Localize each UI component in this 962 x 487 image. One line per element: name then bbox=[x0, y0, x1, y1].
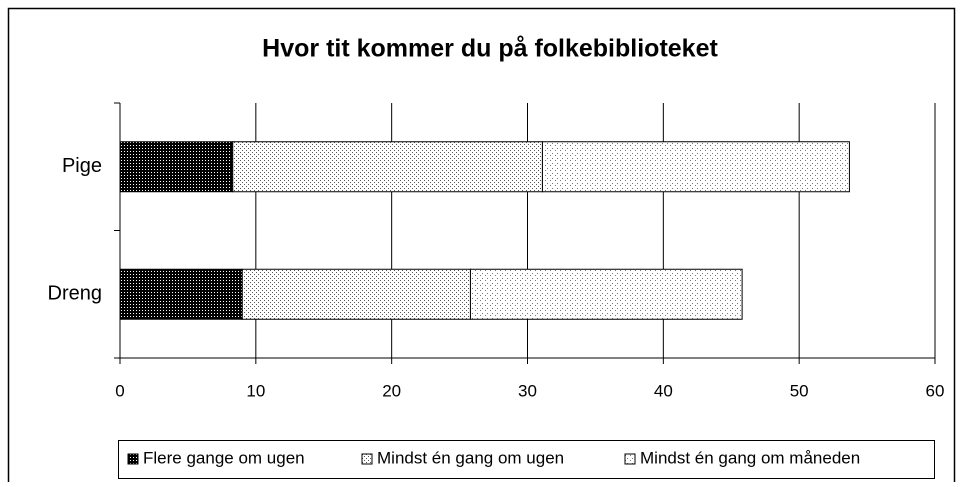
x-tick-label: 50 bbox=[790, 381, 809, 400]
x-tick-label: 60 bbox=[926, 381, 945, 400]
legend-swatch bbox=[361, 453, 373, 465]
y-tick-label: Dreng bbox=[48, 283, 102, 305]
chart-title: Hvor tit kommer du på folkebiblioteket bbox=[262, 35, 718, 63]
bar-segment bbox=[541, 141, 850, 193]
legend-swatch bbox=[624, 453, 636, 465]
legend-label: Mindst én gang om ugen bbox=[377, 448, 564, 467]
y-tick-label: Pige bbox=[62, 155, 102, 177]
bar-segment bbox=[469, 268, 743, 320]
bar-segment bbox=[119, 141, 234, 193]
legend-label: Flere gange om ugen bbox=[143, 448, 305, 467]
x-tick-label: 10 bbox=[246, 381, 265, 400]
legend-box bbox=[118, 440, 935, 479]
bar-segment bbox=[241, 268, 471, 320]
legend-label: Mindst én gang om måneden bbox=[640, 448, 860, 467]
bar-segment bbox=[232, 141, 543, 193]
x-tick-label: 20 bbox=[382, 381, 401, 400]
legend-swatch bbox=[127, 453, 139, 465]
x-tick-label: 0 bbox=[115, 381, 124, 400]
chart-border bbox=[7, 7, 956, 487]
x-tick-label: 30 bbox=[518, 381, 537, 400]
x-tick-label: 40 bbox=[654, 381, 673, 400]
bar-segment bbox=[119, 268, 243, 320]
